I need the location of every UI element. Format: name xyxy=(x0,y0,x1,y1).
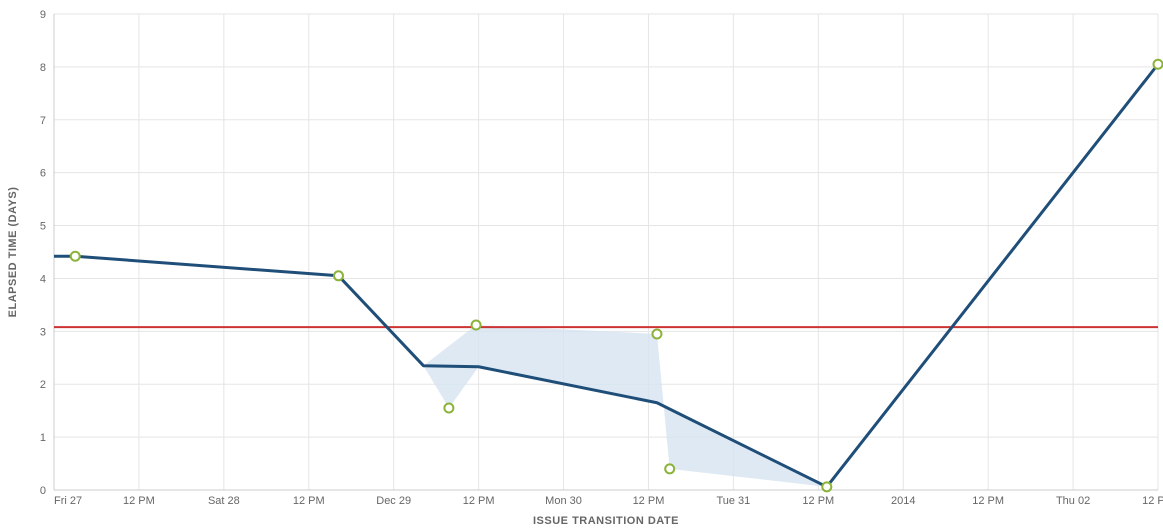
y-tick-label: 8 xyxy=(40,62,46,74)
data-marker xyxy=(822,482,831,491)
data-marker xyxy=(472,320,481,329)
chart-svg: 0 1 2 3 4 5 6 7 8 9 Fri 27 12 PM Sat 28 12 PM Dec 29 12… xyxy=(0,0,1163,528)
data-marker xyxy=(334,271,343,280)
y-axis-title: ELAPSED TIME (DAYS) xyxy=(7,187,19,318)
x-tick-label: Thu 02 xyxy=(1056,495,1090,507)
y-tick-label: 2 xyxy=(40,379,46,391)
x-tick-label: 12 PM xyxy=(293,495,325,507)
x-tick-label: 2014 xyxy=(891,495,915,507)
x-tick-label: Sat 28 xyxy=(208,495,240,507)
x-tick-label: Tue 31 xyxy=(716,495,750,507)
y-tick-label: 7 xyxy=(40,115,46,127)
x-tick-label: 12 PM xyxy=(123,495,155,507)
data-marker xyxy=(665,464,674,473)
data-marker xyxy=(1154,60,1163,69)
y-tick-label: 3 xyxy=(40,326,46,338)
y-tick-label: 1 xyxy=(40,432,46,444)
y-tick-label: 4 xyxy=(40,273,46,285)
data-marker xyxy=(71,252,80,261)
x-tick-label: 12 PM xyxy=(633,495,665,507)
x-tick-label: Dec 29 xyxy=(376,495,411,507)
x-tick-label: 12 PM xyxy=(972,495,1004,507)
data-marker xyxy=(652,329,661,338)
x-tick-label: Fri 27 xyxy=(54,495,82,507)
y-tick-label: 0 xyxy=(40,485,46,497)
y-tick-label: 5 xyxy=(40,221,46,233)
x-tick-label: 12 PM xyxy=(463,495,495,507)
data-marker xyxy=(444,404,453,413)
x-tick-label: 12 PM xyxy=(802,495,834,507)
x-tick-label: Mon 30 xyxy=(545,495,582,507)
elapsed-time-chart: 0 1 2 3 4 5 6 7 8 9 Fri 27 12 PM Sat 28 12 PM Dec 29 12… xyxy=(0,0,1163,528)
x-axis-title: ISSUE TRANSITION DATE xyxy=(533,515,679,527)
x-tick-label: 12 PM xyxy=(1142,495,1163,507)
y-tick-label: 9 xyxy=(40,9,46,21)
y-tick-label: 6 xyxy=(40,168,46,180)
